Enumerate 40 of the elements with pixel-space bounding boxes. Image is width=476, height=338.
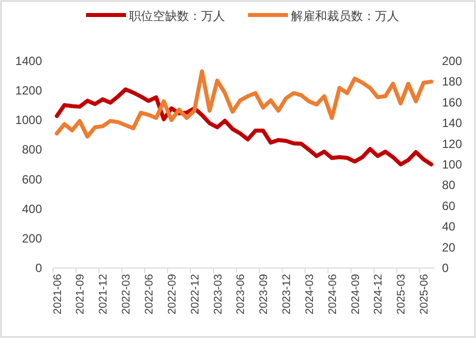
y2-tick-label: 100	[442, 158, 462, 172]
legend-label: 解雇和裁员数：万人	[291, 9, 399, 23]
y2-tick-label: 160	[442, 95, 462, 110]
x-tick-label: 2022-09	[166, 274, 178, 314]
x-tick-label: 2022-06	[144, 274, 156, 314]
y2-tick-label: 20	[442, 240, 456, 254]
x-tick-label: 2021-06	[52, 274, 64, 314]
x-tick-label: 2024-09	[350, 274, 362, 314]
legend-label: 职位空缺数：万人	[129, 9, 225, 23]
x-tick-label: 2025-06	[418, 274, 431, 314]
y-tick-label: 800	[22, 142, 42, 157]
x-tick-label: 2025-03	[396, 274, 408, 314]
y-tick-label: 1400	[15, 54, 42, 68]
x-tick-label: 2021-09	[74, 274, 87, 314]
y2-tick-label: 0	[442, 261, 449, 275]
x-tick-label: 2023-03	[212, 274, 224, 314]
x-tick-label: 2024-12	[372, 274, 385, 314]
line-series	[54, 69, 434, 139]
y2-tick-label: 140	[442, 116, 462, 130]
y-tick-label: 0	[35, 261, 42, 275]
y-tick-label: 400	[22, 202, 42, 216]
x-tick-label: 2022-12	[189, 274, 202, 314]
x-tick-label: 2021-12	[98, 274, 110, 314]
x-tick-label: 2023-12	[281, 274, 294, 314]
y2-tick-label: 120	[442, 136, 462, 151]
y-tick-label: 1000	[15, 113, 42, 128]
y-tick-label: 600	[22, 172, 42, 186]
x-tick-label: 2024-06	[326, 274, 339, 314]
y2-tick-label: 200	[442, 54, 462, 68]
y2-tick-label: 80	[442, 178, 456, 192]
y2-tick-label: 40	[442, 220, 456, 234]
x-tick-label: 2022-03	[120, 274, 133, 314]
y2-tick-label: 180	[442, 74, 462, 89]
y-tick-label: 200	[22, 231, 42, 246]
line-series	[54, 87, 434, 166]
y2-tick-label: 60	[442, 198, 456, 213]
x-tick-label: 2023-09	[258, 274, 270, 314]
x-tick-label: 2023-06	[235, 274, 248, 314]
x-tick-label: 2024-03	[304, 274, 316, 314]
y-tick-label: 1200	[15, 84, 42, 98]
